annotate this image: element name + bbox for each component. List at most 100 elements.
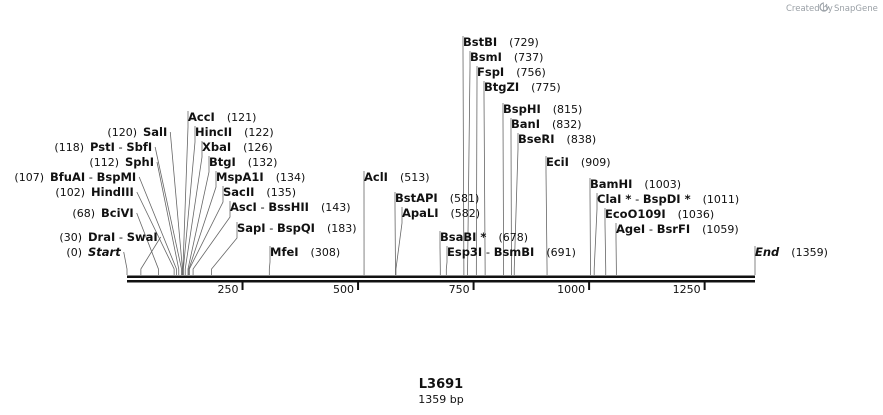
enzyme-name: BseRI	[518, 132, 555, 146]
site-claI[interactable]: ClaI * - BspDI * (1011)	[597, 192, 739, 206]
site-sacII[interactable]: SacII (135)	[223, 185, 296, 199]
site-btgI[interactable]: BtgI (132)	[209, 155, 277, 169]
site-position: (120)	[107, 126, 137, 139]
site-position: (143)	[321, 201, 351, 214]
backbone-top-strand	[127, 275, 755, 278]
site-bseRI[interactable]: BseRI (838)	[518, 132, 596, 146]
site-salI[interactable]: (120) SalI	[107, 125, 167, 139]
enzyme-name: FspI	[477, 65, 504, 79]
enzyme-name: DraI - SwaI	[88, 230, 158, 244]
site-position: (134)	[276, 171, 306, 184]
tick-label-750: 750	[449, 283, 470, 296]
snapgene-logo-icon	[819, 2, 829, 12]
enzyme-name: SacII	[223, 185, 254, 199]
site-bspHI[interactable]: BspHI (815)	[503, 102, 582, 116]
site-apaLI[interactable]: ApaLI (582)	[402, 206, 480, 220]
site-bfuAI[interactable]: (107) BfuAI - BspMI	[14, 170, 136, 184]
enzyme-name: BspHI	[503, 102, 541, 116]
leader-bfuAI	[138, 176, 177, 275]
site-hindIII[interactable]: (102) HindIII	[55, 185, 133, 199]
enzyme-name: Start	[88, 245, 121, 259]
site-bamHI[interactable]: BamHI (1003)	[590, 177, 681, 191]
enzyme-name: BciVI	[101, 206, 134, 220]
site-banI[interactable]: BanI (832)	[511, 117, 582, 131]
site-position: (838)	[567, 133, 597, 146]
site-position: (0)	[66, 246, 82, 259]
site-aclI[interactable]: AclI (513)	[364, 170, 430, 184]
leader-bstBI	[462, 36, 465, 275]
site-hincII[interactable]: HincII (122)	[195, 125, 274, 139]
leader-fspI	[475, 66, 478, 275]
plasmid-length: 1359 bp	[418, 393, 463, 406]
site-position: (1359)	[791, 246, 828, 259]
site-position: (135)	[266, 186, 296, 199]
backbone-bottom-strand	[127, 280, 755, 283]
site-start[interactable]: (0) Start	[66, 245, 121, 259]
site-ageI[interactable]: AgeI - BsrFI (1059)	[616, 222, 739, 236]
site-eciI[interactable]: EciI (909)	[546, 155, 611, 169]
leader-sphI	[156, 161, 180, 275]
enzyme-name: BamHI	[590, 177, 632, 191]
enzyme-name: XbaI	[202, 140, 231, 154]
site-bstAPI[interactable]: BstAPI (581)	[395, 191, 479, 205]
site-position: (1011)	[703, 193, 740, 206]
leader-eciI	[545, 156, 548, 275]
enzyme-name: ApaLI	[402, 206, 439, 220]
enzyme-name: PstI - SbfI	[90, 140, 152, 154]
site-bsmI[interactable]: BsmI (737)	[470, 50, 543, 64]
site-fspI[interactable]: FspI (756)	[477, 65, 546, 79]
site-end[interactable]: End (1359)	[755, 245, 828, 259]
site-ascI[interactable]: AscI - BssHII (143)	[230, 200, 351, 214]
enzyme-name: End	[755, 245, 780, 259]
enzyme-name: EciI	[546, 155, 569, 169]
site-position: (122)	[244, 126, 274, 139]
leader-btgZI	[483, 81, 486, 275]
site-position: (121)	[227, 111, 257, 124]
leader-xbaI	[184, 141, 203, 275]
site-leader-lines	[123, 36, 756, 275]
site-position: (775)	[531, 81, 561, 94]
site-xbaI[interactable]: XbaI (126)	[202, 140, 273, 154]
site-esp3I[interactable]: Esp3I - BsmBI (691)	[447, 245, 576, 259]
site-position: (308)	[311, 246, 341, 259]
site-sapI[interactable]: SapI - BspQI (183)	[237, 221, 357, 235]
leader-bsmI	[467, 51, 471, 275]
enzyme-name: HindIII	[91, 185, 134, 199]
leader-hincII	[182, 126, 196, 275]
enzyme-name: AscI - BssHII	[230, 200, 309, 214]
leader-sapI	[211, 222, 238, 275]
leader-mfeI	[268, 246, 271, 275]
enzyme-name: BanI	[511, 117, 540, 131]
snapgene-watermark: Created by SnapGene	[786, 2, 878, 14]
site-draI[interactable]: (30) DraI - SwaI	[59, 230, 157, 244]
site-position: (832)	[552, 118, 582, 131]
enzyme-name: MspA1I	[216, 170, 264, 184]
site-sphI[interactable]: (112) SphI	[89, 155, 154, 169]
scale-ticks: 250 500 750 1000 1250	[218, 282, 706, 296]
site-bsaBI[interactable]: BsaBI * (678)	[440, 230, 528, 244]
site-bstBI[interactable]: BstBI (729)	[463, 35, 539, 49]
site-position: (126)	[243, 141, 273, 154]
site-position: (132)	[248, 156, 278, 169]
site-mspA1I[interactable]: MspA1I (134)	[216, 170, 305, 184]
site-position: (1059)	[702, 223, 739, 236]
enzyme-name: BstAPI	[395, 191, 438, 205]
site-mfeI[interactable]: MfeI (308)	[270, 245, 340, 259]
enzyme-name: BfuAI - BspMI	[50, 170, 136, 184]
leader-apaLI	[395, 207, 403, 275]
site-pstI[interactable]: (118) PstI - SbfI	[54, 140, 152, 154]
leader-esp3I	[445, 246, 448, 275]
site-ecoO109I[interactable]: EcoO109I (1036)	[605, 207, 714, 221]
enzyme-name: AclI	[364, 170, 388, 184]
enzyme-name: MfeI	[270, 245, 299, 259]
enzyme-name: EcoO109I	[605, 207, 666, 221]
site-accI[interactable]: AccI (121)	[188, 110, 256, 124]
leader-bseRI	[513, 133, 519, 275]
leader-ascI	[192, 201, 231, 275]
site-position: (30)	[59, 231, 82, 244]
site-btgZI[interactable]: BtgZI (775)	[484, 80, 561, 94]
enzyme-name: ClaI * - BspDI *	[597, 192, 691, 206]
site-bciVI[interactable]: (68) BciVI	[72, 206, 133, 220]
site-position: (729)	[509, 36, 539, 49]
tick-label-500: 500	[333, 283, 354, 296]
